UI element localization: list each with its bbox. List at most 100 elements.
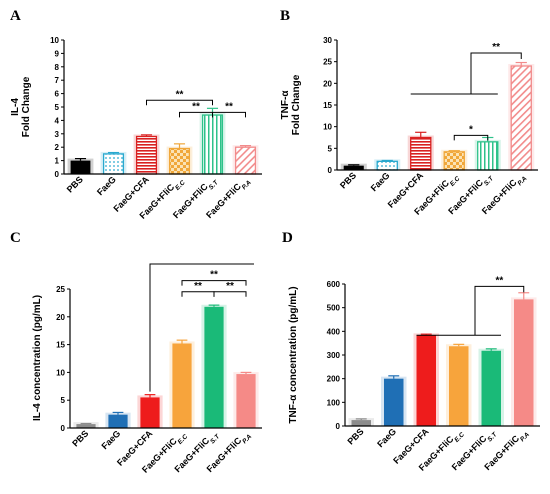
panel-c-significance-label: ** (194, 281, 202, 292)
panel-letter-a: A (10, 8, 21, 24)
panel-b-significance-label: * (469, 124, 473, 135)
panel-a-significance-label: ** (225, 101, 233, 112)
panel-d-bar (416, 335, 436, 426)
panel-b-bar (376, 160, 398, 171)
panel-c-category-label: PBS (70, 428, 90, 448)
panel-c-bar (204, 306, 224, 428)
panel-a-category-sub: P.A (240, 179, 252, 191)
panel-b-y-axis-label-line: Fold Change (291, 74, 302, 135)
panel-c-y-tick-label: 25 (56, 285, 65, 294)
panel-b-y-tick-label: 30 (323, 36, 332, 45)
panel-b-bar (343, 165, 364, 170)
panel-a-bar (135, 135, 158, 175)
panel-c-category-base: FaeG (99, 428, 122, 451)
panel-c-y-tick-label: 15 (56, 341, 65, 350)
panel-a-bar (102, 153, 125, 175)
panel-b-bar (410, 136, 432, 171)
panel-c-category-sub: P.A (241, 433, 253, 445)
panel-a-category-sub: S.T (207, 178, 220, 191)
panel-d-category-base: FaeG (375, 426, 398, 449)
panel-b-bar (477, 141, 499, 171)
panel-a-y-axis-label-line: IL-4 (10, 98, 21, 116)
panel-b-category-sub: S.T (483, 174, 496, 187)
panel-d-y-tick-label: 0 (336, 422, 341, 431)
panel-c-bar (236, 374, 256, 428)
panel-d-category-sub: S.T (486, 430, 499, 443)
panel-c-significance-bracket (181, 291, 215, 297)
panel-d-y-tick-label: 400 (327, 327, 341, 336)
panel-a-y-tick-label: 8 (55, 63, 60, 72)
panel-b-y-axis-label-line: TNF-α (280, 90, 291, 120)
panel-a-y-tick-label: 0 (55, 170, 60, 179)
panel-d-bar (514, 299, 534, 426)
panel-b-significance-label: ** (492, 42, 500, 53)
panel-d-category-base: PBS (346, 426, 366, 446)
panel-c-bar (140, 397, 160, 428)
panel-c-significance-bracket (181, 280, 247, 286)
panel-a-bar (234, 146, 257, 175)
panel-d-y-tick-label: 100 (327, 398, 341, 407)
panel-b-category-label: FaeG (369, 170, 392, 193)
panel-c-significance-label: ** (210, 270, 218, 281)
panel-c-bar (76, 424, 96, 428)
panel-a-category-sub: E.C (174, 179, 187, 192)
panel-c-y-tick-label: 20 (56, 313, 65, 322)
panel-b-y-tick-label: 20 (323, 79, 332, 88)
panel-d-bar (481, 350, 501, 426)
panel-a-y-tick-label: 3 (55, 130, 60, 139)
panel-d-y-tick-label: 200 (327, 375, 341, 384)
panel-a-bar (168, 147, 191, 175)
panel-d-chart: TNF-α concentration (pg/mL) 0 100 200 300 400… (288, 275, 540, 473)
panel-d-significance-label: ** (495, 275, 503, 286)
panel-a-y-tick-label: 7 (55, 76, 60, 85)
panel-d-category-label: FaeG (375, 426, 398, 449)
panel-a-category-label: FaeG (95, 174, 118, 197)
panel-c-chart: IL-4 concentration (pg/mL) 0 5 10 15 20 25 PBS F… (32, 263, 262, 476)
panel-b-category-label: PBS (338, 170, 358, 190)
panel-b-category-base: PBS (338, 170, 358, 190)
panel-d-y-tick-label: 600 (327, 280, 341, 289)
panel-a-y-tick-label: 10 (50, 36, 59, 45)
panel-b-bar (510, 65, 532, 171)
panel-c-significance-label: ** (226, 281, 234, 292)
panel-b-y-tick-label: 10 (323, 123, 332, 132)
panel-b-significance-bracket (470, 52, 522, 94)
panel-b-significance-bracket (453, 134, 489, 141)
panel-a-y-tick-label: 6 (55, 90, 60, 99)
panel-b-y-axis-label: TNF-αFold Change (280, 74, 302, 135)
panel-a-category-base: FaeG (95, 174, 118, 197)
panel-a-y-tick-label: 5 (55, 103, 60, 112)
panel-b-y-tick-label: 0 (328, 166, 333, 175)
panel-a-y-axis-label-line: Fold Change (21, 76, 32, 137)
panel-d-category-sub: E.C (453, 431, 466, 444)
panel-c-category-label: FaeG+FliCP.A (205, 428, 253, 476)
panel-a-significance-label: ** (176, 89, 184, 100)
panel-a-category-label: PBS (65, 174, 85, 194)
panel-c-significance-bracket (213, 291, 247, 297)
panel-b-category-base: FaeG (369, 170, 392, 193)
panel-a-y-tick-label: 2 (55, 143, 60, 152)
panel-a-significance-label: ** (192, 101, 200, 112)
panel-c-bar (108, 414, 128, 428)
panel-b-y-tick-label: 25 (323, 58, 332, 67)
panel-c-y-tick-label: 0 (61, 424, 66, 433)
panel-c-category-sub: S.T (209, 432, 222, 445)
panel-c-y-axis-label-line: IL-4 concentration (pg/mL) (32, 295, 43, 421)
panel-c-bar (172, 343, 192, 428)
panel-c-category-base: PBS (70, 428, 90, 448)
panel-d-y-tick-label: 300 (327, 351, 341, 360)
panel-a-significance-bracket (212, 111, 246, 118)
panel-d-bar (384, 378, 404, 426)
panel-c-y-tick-label: 5 (61, 396, 66, 405)
panel-b-category-sub: P.A (516, 175, 528, 187)
panel-d-category-sub: P.A (519, 431, 531, 443)
panel-a-significance-bracket (146, 99, 213, 106)
panel-c-y-tick-label: 10 (56, 368, 65, 377)
panel-letter-b: B (280, 8, 290, 24)
panel-a-y-tick-label: 9 (55, 49, 60, 58)
panel-c-y-axis-label: IL-4 concentration (pg/mL) (32, 295, 43, 421)
panel-d-y-axis-label-line: TNF-α concentration (pg/mL) (288, 286, 299, 423)
panel-a-bar (201, 114, 224, 175)
